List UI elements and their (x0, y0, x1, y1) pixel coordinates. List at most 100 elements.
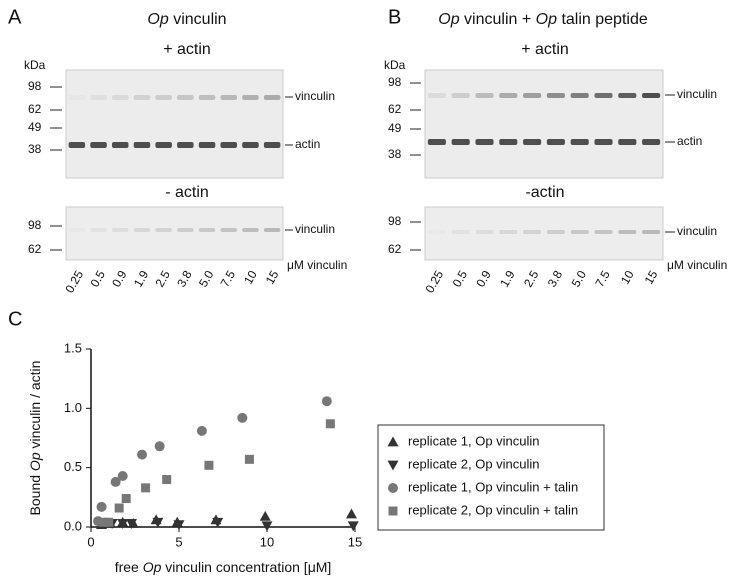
gel-band (242, 142, 259, 148)
y-tick-label: 0.5 (64, 459, 82, 474)
lane-label: 7.5 (592, 268, 613, 290)
gel-band (133, 95, 151, 100)
gel-band (242, 95, 259, 100)
point (345, 508, 357, 519)
legend-entry: replicate 2, Op vinculin (408, 456, 540, 471)
marker-label: 38 (28, 142, 42, 156)
band-label: actin (295, 137, 320, 151)
point (121, 494, 131, 504)
gel-band (112, 142, 129, 148)
panel-letter: B (388, 6, 401, 28)
y-tick-label: 1.5 (64, 340, 82, 355)
gel-band (642, 93, 661, 98)
point (162, 475, 172, 485)
gel-band (69, 228, 85, 232)
band-label: vinculin (295, 222, 335, 236)
point (98, 517, 108, 527)
gel-band (133, 142, 151, 148)
point (141, 483, 151, 493)
gel-band (155, 142, 172, 148)
gel-band (499, 230, 518, 234)
y-tick-label: 0.0 (64, 518, 82, 533)
gel-band (112, 95, 129, 100)
y-tick-label: 1.0 (64, 400, 82, 415)
gel-band (263, 228, 281, 232)
legend-entry: replicate 2, Op vinculin + talin (408, 502, 578, 517)
gel-band (499, 139, 518, 145)
point (244, 454, 254, 464)
gel-label: + actin (521, 41, 569, 58)
marker-label: 62 (388, 102, 402, 116)
legend-entry: replicate 1, Op vinculin (408, 433, 540, 448)
gel-band (177, 95, 194, 100)
marker-label: 98 (388, 75, 402, 89)
lane-unit: μM vinculin (287, 258, 347, 272)
lane-label: 2.5 (153, 268, 174, 290)
lane-label: 1.9 (131, 268, 152, 290)
gel-band (618, 230, 637, 234)
title-part: Op (536, 11, 557, 28)
point (347, 521, 359, 532)
point (152, 517, 164, 528)
title-part: talin peptide (557, 11, 648, 28)
title-part: Op (147, 11, 168, 28)
gel-band (177, 142, 194, 148)
marker-label: 98 (388, 214, 402, 228)
gel (65, 69, 284, 179)
gel-band (68, 142, 86, 148)
gel-band (155, 228, 172, 232)
lane-label: 7.5 (218, 268, 239, 290)
panel-letter: A (8, 6, 22, 28)
point (114, 503, 124, 513)
gel-band (133, 228, 151, 232)
lane-label: 0.25 (422, 268, 446, 296)
lane-label: 15 (642, 268, 661, 287)
title-part: vinculin (169, 11, 227, 28)
point (321, 396, 332, 407)
kda-label: kDa (384, 58, 406, 72)
lane-label: 0.9 (473, 268, 494, 290)
legend-marker (388, 483, 398, 493)
gel-band (155, 95, 172, 100)
lane-label: 2.5 (521, 268, 542, 290)
y-axis-label: Bound Op vinculin / actin (27, 361, 43, 516)
gel-label: - actin (165, 184, 209, 201)
x-tick-label: 5 (175, 534, 182, 549)
label-part: vinculin / actin (27, 361, 43, 453)
gel-band (546, 139, 565, 145)
gel-band (451, 93, 470, 98)
gel-band (242, 228, 259, 232)
gel-band (451, 139, 470, 145)
gel-band (570, 93, 589, 98)
gel-band (618, 93, 637, 98)
point (237, 412, 248, 423)
gel (424, 206, 664, 261)
marker-label: 49 (28, 120, 42, 134)
panel-title: Op vinculin + Op talin peptide (438, 11, 648, 28)
legend-box (377, 424, 605, 531)
gel-band (263, 142, 281, 148)
gel-band (69, 95, 85, 100)
gel-band (220, 95, 237, 100)
gel-band (263, 95, 281, 100)
marker-label: 38 (388, 147, 402, 161)
gel-label: -actin (525, 184, 564, 201)
point (117, 519, 129, 529)
gel-band (594, 139, 613, 145)
marker-label: 49 (388, 121, 402, 135)
x-axis-label: free Op vinculin concentration [μM] (115, 559, 332, 575)
band-label: actin (677, 134, 702, 148)
gel-band (220, 228, 237, 232)
point (96, 501, 107, 512)
gel-band (198, 95, 216, 100)
marker-label: 62 (28, 242, 42, 256)
x-tick-label: 0 (87, 534, 94, 549)
marker-label: 98 (28, 79, 42, 93)
gel-band (570, 230, 589, 234)
point (154, 441, 165, 452)
label-part: vinculin concentration [μM] (161, 559, 331, 575)
lane-label: 10 (618, 268, 637, 287)
gel-band (499, 93, 518, 98)
gel-band (198, 228, 216, 232)
lane-label: 0.5 (87, 268, 108, 290)
